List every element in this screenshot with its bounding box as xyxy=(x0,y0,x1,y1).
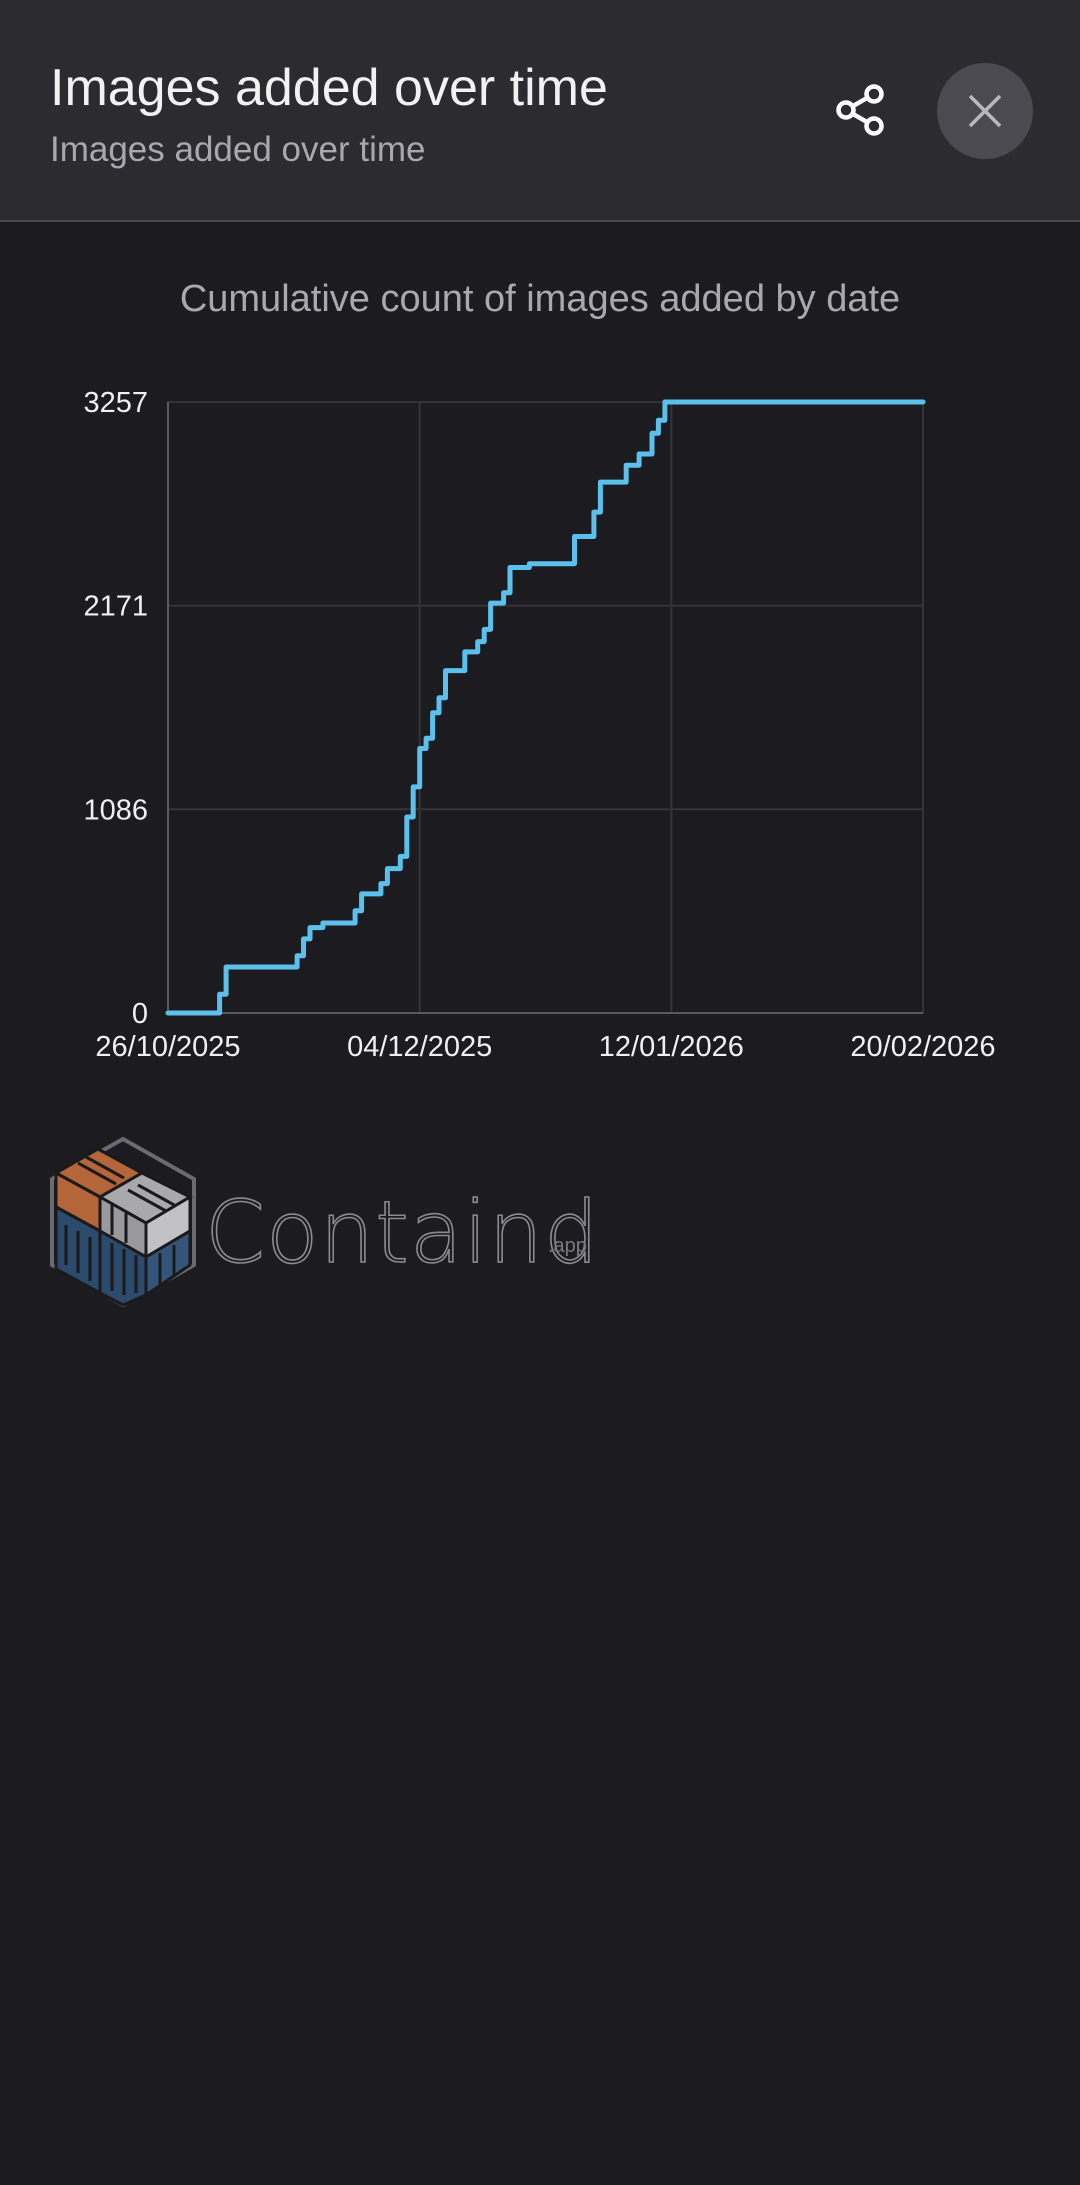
share-icon xyxy=(836,84,884,136)
logo-suffix: .app xyxy=(548,1235,587,1257)
dialog-subtitle: Images added over time xyxy=(50,130,426,169)
close-button[interactable] xyxy=(937,63,1033,159)
chart-title: Cumulative count of images added by date xyxy=(179,278,901,320)
x-tick-label: 26/10/2025 xyxy=(95,1031,240,1063)
share-button[interactable] xyxy=(820,70,900,150)
dialog-title: Images added over time xyxy=(50,59,608,117)
logo-wordmark: Containd xyxy=(204,1182,600,1284)
y-tick-label: 3257 xyxy=(83,387,148,419)
chart: 0 1086 2171 3257 26/10/2025 04/12/2025 12/01/2… xyxy=(83,387,995,1063)
x-tick-label: 20/02/2026 xyxy=(850,1031,995,1063)
x-tick-label: 04/12/2025 xyxy=(347,1031,492,1063)
dialog-header: Images added over time Images added over… xyxy=(0,0,1080,222)
series-line xyxy=(165,399,926,1016)
containd-logo: Containd .app xyxy=(48,1135,608,1315)
y-tick-label: 2171 xyxy=(83,591,148,623)
x-tick-label: 12/01/2026 xyxy=(599,1031,744,1063)
container-stack-logo-icon xyxy=(50,1136,196,1308)
y-tick-label: 0 xyxy=(132,998,148,1030)
close-icon xyxy=(968,94,1002,128)
y-tick-label: 1086 xyxy=(83,794,148,826)
